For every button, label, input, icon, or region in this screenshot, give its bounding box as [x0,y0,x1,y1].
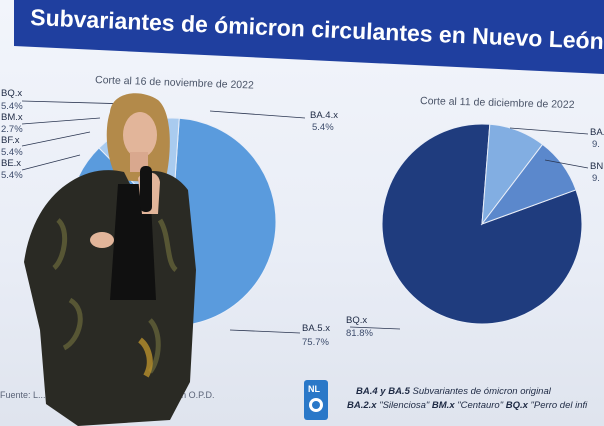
right-leader-lines [349,127,589,330]
pct-bq-right: 81.8% [346,328,373,339]
microphone [140,166,152,212]
pct-bf-left: 5.4% [1,147,23,158]
pct-bm-left: 2.7% [1,124,23,135]
label-ba4-left: BA.4.x [310,110,338,121]
label-bq-left: BQ.x [1,88,22,99]
pct-ba2-right: 9. [592,139,600,150]
left-leader-lines [21,100,306,334]
title-banner [14,0,604,74]
presenter-jacket [24,170,196,426]
right-chart-subtitle: Corte al 11 de diciembre de 2022 [420,95,575,111]
presenter-figure [24,93,196,426]
right-pie-chart [381,123,583,325]
svg-text:NL: NL [308,384,320,394]
label-bq-right: BQ.x [346,315,367,326]
label-be-left: BE.x [1,158,21,169]
presenter-face [123,112,157,158]
pie-slice-bn-1 [480,143,577,226]
label-bf-left: BF.x [1,135,20,146]
label-bn-right: BN.1 [590,161,604,172]
legend-line-2: BA.2.x "Silenciosa" BM.x "Centauro" BQ.x… [347,400,588,411]
pct-ba4-left: 5.4% [312,122,334,133]
label-ba5-left: BA.5.x [302,323,330,334]
label-ba2-right: BA.2 [590,127,604,138]
presenter-left-hand [90,232,114,248]
pct-bn-right: 9. [592,173,600,184]
left-chart-subtitle: Corte al 16 de noviembre de 2022 [95,74,254,92]
pct-bq-left: 5.4% [1,101,23,112]
label-bm-left: BM.x [1,112,23,123]
pct-be-left: 5.4% [1,170,23,181]
nl-logo: NL [304,380,328,420]
legend-line-1: BA.4 y BA.5 Subvariantes de ómicron orig… [356,386,552,397]
pct-ba5-left: 75.7% [302,337,329,348]
